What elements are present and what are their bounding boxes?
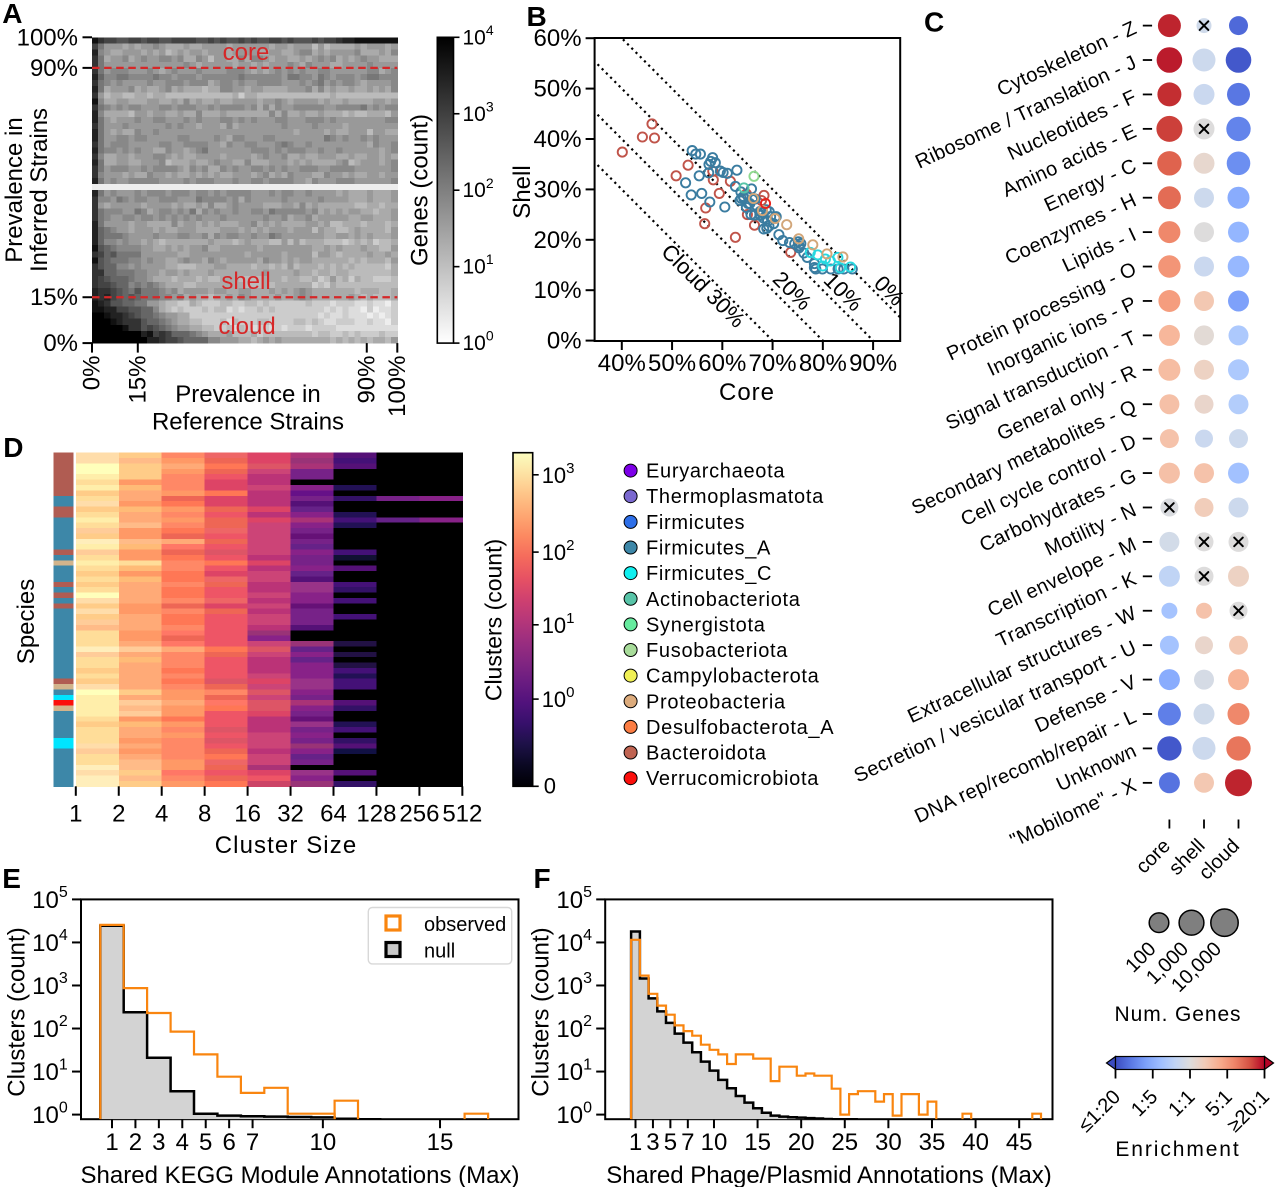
svg-text:128: 128 [356, 800, 396, 827]
svg-text:35: 35 [919, 1129, 946, 1156]
svg-text:102: 102 [556, 1013, 592, 1043]
svg-text:Cluster Size: Cluster Size [215, 832, 358, 859]
svg-text:Shared KEGG Module Annotations: Shared KEGG Module Annotations (Max) [81, 1162, 520, 1187]
svg-text:50%: 50% [648, 350, 696, 377]
svg-text:256: 256 [399, 800, 439, 827]
svg-text:90%: 90% [849, 350, 897, 377]
svg-text:C: C [924, 7, 944, 38]
svg-text:1: 1 [105, 1129, 118, 1156]
svg-text:Euryarchaeota: Euryarchaeota [646, 461, 785, 483]
svg-text:30: 30 [875, 1129, 902, 1156]
svg-text:observed: observed [424, 914, 506, 936]
svg-text:3: 3 [646, 1129, 659, 1156]
svg-text:0%: 0% [79, 356, 106, 391]
svg-text:Num. Genes: Num. Genes [1115, 1003, 1242, 1026]
svg-text:Fusobacteriota: Fusobacteriota [646, 640, 788, 662]
svg-text:90%: 90% [30, 55, 78, 82]
svg-text:40%: 40% [598, 350, 646, 377]
svg-text:15: 15 [744, 1129, 771, 1156]
svg-text:10: 10 [310, 1129, 337, 1156]
svg-text:40%: 40% [534, 126, 582, 153]
svg-text:7: 7 [681, 1129, 694, 1156]
svg-text:Shared Phage/Plasmid Annotatio: Shared Phage/Plasmid Annotations (Max) [606, 1162, 1052, 1187]
svg-text:core: core [223, 39, 270, 66]
svg-text:Clusters (count): Clusters (count) [481, 539, 507, 701]
svg-text:100%: 100% [17, 24, 78, 51]
svg-text:F: F [534, 863, 551, 894]
svg-text:15: 15 [427, 1129, 454, 1156]
svg-text:Species: Species [13, 579, 40, 664]
svg-text:B: B [527, 1, 547, 32]
svg-text:Proteobacteria: Proteobacteria [646, 691, 786, 713]
svg-text:103: 103 [32, 970, 68, 1000]
svg-text:D: D [3, 432, 23, 463]
svg-text:5: 5 [199, 1129, 212, 1156]
svg-text:Reference Strains: Reference Strains [152, 409, 344, 436]
svg-text:512: 512 [442, 800, 482, 827]
svg-text:7: 7 [246, 1129, 259, 1156]
svg-text:64: 64 [320, 800, 347, 827]
svg-text:Enrichment: Enrichment [1115, 1138, 1240, 1161]
svg-text:Desulfobacterota_A: Desulfobacterota_A [646, 717, 834, 739]
svg-text:Thermoplasmatota: Thermoplasmatota [646, 486, 824, 508]
svg-text:Genes (count): Genes (count) [407, 114, 434, 266]
svg-text:Core: Core [719, 379, 775, 406]
svg-text:60%: 60% [698, 350, 746, 377]
svg-text:50%: 50% [534, 76, 582, 103]
svg-text:60%: 60% [534, 25, 582, 52]
svg-text:4: 4 [176, 1129, 189, 1156]
svg-text:Bacteroidota: Bacteroidota [646, 743, 767, 765]
svg-text:15%: 15% [30, 284, 78, 311]
svg-text:1: 1 [629, 1129, 642, 1156]
svg-text:100: 100 [463, 328, 494, 355]
svg-text:16: 16 [234, 800, 261, 827]
svg-text:2: 2 [112, 800, 125, 827]
svg-text:Clusters (count): Clusters (count) [528, 927, 555, 1096]
svg-text:3: 3 [152, 1129, 165, 1156]
svg-text:4: 4 [155, 800, 168, 827]
svg-text:40: 40 [962, 1129, 989, 1156]
svg-text:Campylobacterota: Campylobacterota [646, 666, 820, 688]
svg-text:25: 25 [831, 1129, 858, 1156]
svg-text:70%: 70% [749, 350, 797, 377]
svg-text:null: null [424, 941, 455, 963]
svg-text:45: 45 [1006, 1129, 1033, 1156]
svg-text:E: E [2, 863, 21, 894]
svg-text:Firmicutes_A: Firmicutes_A [646, 537, 771, 559]
svg-text:80%: 80% [799, 350, 847, 377]
svg-text:cloud: cloud [218, 313, 275, 340]
svg-text:Prevalence in: Prevalence in [175, 381, 320, 408]
svg-text:8: 8 [198, 800, 211, 827]
svg-text:10: 10 [701, 1129, 728, 1156]
svg-text:15%: 15% [124, 356, 151, 404]
svg-text:0: 0 [544, 773, 556, 798]
svg-text:0%: 0% [547, 328, 582, 355]
svg-text:100%: 100% [384, 356, 411, 417]
svg-text:2: 2 [129, 1129, 142, 1156]
svg-text:Verrucomicrobiota: Verrucomicrobiota [646, 768, 819, 790]
svg-text:Firmicutes: Firmicutes [646, 512, 745, 534]
svg-text:6: 6 [222, 1129, 235, 1156]
svg-text:Prevalence in: Prevalence in [1, 117, 28, 262]
svg-text:32: 32 [277, 800, 304, 827]
svg-text:10%: 10% [534, 277, 582, 304]
svg-text:Inferred Strains: Inferred Strains [26, 108, 53, 272]
svg-text:101: 101 [542, 610, 575, 638]
svg-text:shell: shell [221, 268, 270, 295]
svg-text:Actinobacteriota: Actinobacteriota [646, 589, 801, 611]
svg-text:30%: 30% [534, 176, 582, 203]
svg-text:90%: 90% [353, 356, 380, 404]
svg-text:5: 5 [664, 1129, 677, 1156]
svg-text:Clusters (count): Clusters (count) [4, 927, 31, 1096]
svg-text:Synergistota: Synergistota [646, 614, 766, 636]
svg-text:A: A [2, 0, 22, 29]
svg-text:1: 1 [69, 800, 82, 827]
svg-text:Firmicutes_C: Firmicutes_C [646, 563, 772, 585]
svg-text:20%: 20% [534, 227, 582, 254]
svg-text:Shell: Shell [509, 165, 536, 218]
svg-text:20: 20 [788, 1129, 815, 1156]
svg-text:0%: 0% [43, 330, 78, 357]
